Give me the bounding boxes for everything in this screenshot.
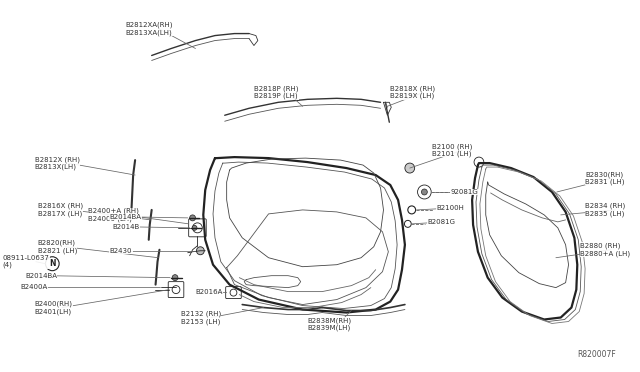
- Text: B2016A: B2016A: [195, 289, 223, 295]
- Circle shape: [196, 247, 204, 255]
- Text: B2818X (RH)
B2819X (LH): B2818X (RH) B2819X (LH): [390, 85, 435, 99]
- Text: B2812XA(RH)
B2813XA(LH): B2812XA(RH) B2813XA(LH): [125, 22, 173, 36]
- Text: B2132 (RH)
B2153 (LH): B2132 (RH) B2153 (LH): [181, 311, 221, 324]
- Text: B2100 (RH)
B2101 (LH): B2100 (RH) B2101 (LH): [432, 143, 472, 157]
- Text: B2014BA: B2014BA: [110, 214, 142, 220]
- Text: B2818P (RH)
B2819P (LH): B2818P (RH) B2819P (LH): [254, 85, 298, 99]
- Circle shape: [422, 189, 428, 195]
- Circle shape: [405, 163, 415, 173]
- Text: B2400(RH)
B2401(LH): B2400(RH) B2401(LH): [35, 301, 73, 315]
- Text: B2400+A (RH)
B24000 (LH): B2400+A (RH) B24000 (LH): [88, 208, 140, 222]
- Text: B2430: B2430: [110, 248, 132, 254]
- Text: B2081G: B2081G: [428, 219, 455, 225]
- Text: B2014B: B2014B: [113, 224, 140, 230]
- Text: B2834 (RH)
B2835 (LH): B2834 (RH) B2835 (LH): [585, 203, 625, 217]
- Text: B2812X (RH)
B2813X(LH): B2812X (RH) B2813X(LH): [35, 156, 80, 170]
- Text: R820007F: R820007F: [577, 350, 616, 359]
- Text: B2830(RH)
B2831 (LH): B2830(RH) B2831 (LH): [585, 171, 625, 185]
- Circle shape: [189, 215, 195, 221]
- Text: B2400A: B2400A: [20, 283, 47, 290]
- Text: 08911-L0637
(4): 08911-L0637 (4): [3, 255, 49, 269]
- Text: B2880 (RH)
B2880+A (LH): B2880 (RH) B2880+A (LH): [580, 243, 630, 257]
- Text: B2816X (RH)
B2817X (LH): B2816X (RH) B2817X (LH): [38, 203, 83, 217]
- Text: 92081G: 92081G: [451, 189, 479, 195]
- Text: B2100H: B2100H: [436, 205, 464, 211]
- Text: B2014BA: B2014BA: [25, 273, 57, 279]
- Circle shape: [172, 275, 178, 280]
- Text: B2838M(RH)
B2839M(LH): B2838M(RH) B2839M(LH): [307, 317, 351, 331]
- Text: N: N: [49, 259, 56, 268]
- Text: B2820(RH)
B2821 (LH): B2820(RH) B2821 (LH): [38, 240, 77, 254]
- Circle shape: [192, 225, 197, 230]
